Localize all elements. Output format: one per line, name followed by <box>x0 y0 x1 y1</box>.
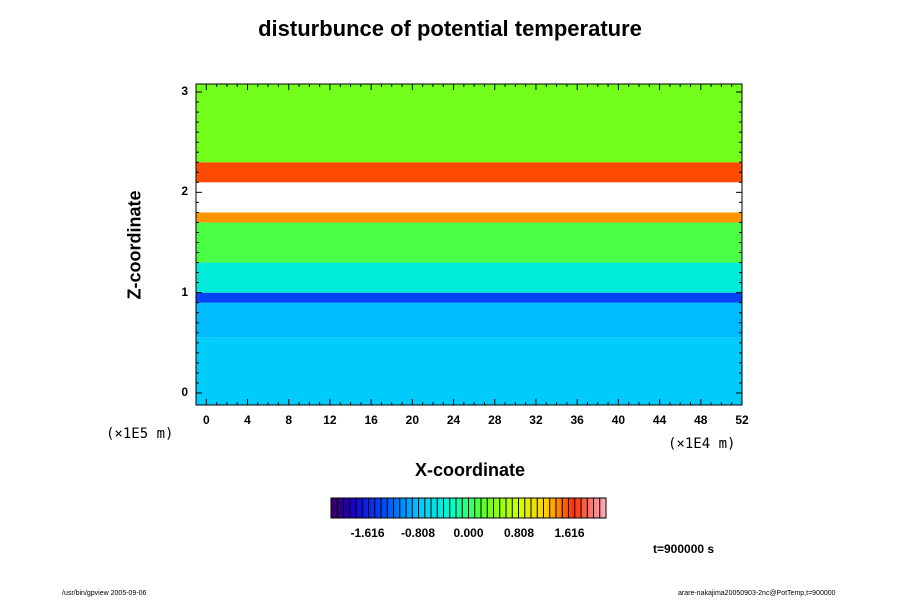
plot-frame <box>195 83 743 406</box>
y-tick-label: 1 <box>181 284 188 299</box>
x-tick-label: 24 <box>446 413 461 427</box>
x-axis-label: X-coordinate <box>414 460 525 480</box>
colorbar-tick-label: 0.000 <box>453 526 484 540</box>
y-axis-label: Z-coordinate <box>124 190 145 300</box>
x-tick-label: 8 <box>285 413 293 427</box>
colorbar-tick-label: 1.616 <box>554 526 585 540</box>
field-band <box>196 182 742 213</box>
x-tick-label: 52 <box>735 413 749 427</box>
colorbar-tick-label: -1.616 <box>350 526 385 540</box>
x-unit-label: (×1E4 m) <box>668 436 736 452</box>
x-tick-label: 48 <box>694 413 708 427</box>
x-tick-label: 4 <box>244 413 251 427</box>
x-tick-label: 28 <box>488 413 502 427</box>
y-tick-label: 0 <box>181 384 188 399</box>
chart-title: disturbunce of potential temperature <box>258 16 642 41</box>
footer-left: /usr/bin/gpview 2005-09-06 <box>62 590 147 597</box>
field-band <box>196 84 742 163</box>
x-tick-label: 20 <box>405 413 420 427</box>
field-band <box>196 337 742 405</box>
time-label: t=900000 s <box>653 542 715 556</box>
x-tick-label: 0 <box>202 413 210 427</box>
footer-right: arare-nakajima20050903-2nc@PotTemp,t=900… <box>678 590 836 597</box>
x-tick-label: 40 <box>611 413 626 427</box>
x-tick-label: 44 <box>652 413 667 427</box>
y-tick-label: 2 <box>181 184 188 199</box>
x-tick-label: 36 <box>570 413 584 427</box>
x-tick-label: 32 <box>529 413 543 427</box>
colorbar-tick-label: 0.808 <box>503 526 535 540</box>
x-tick-label: 12 <box>323 413 337 427</box>
field-band <box>196 262 742 293</box>
field-band <box>196 222 742 263</box>
field-band <box>196 162 742 183</box>
y-tick-label: 3 <box>181 84 188 99</box>
field-band <box>196 302 742 338</box>
colorbar-tick-label: -0.808 <box>400 526 436 540</box>
field-band <box>196 212 742 223</box>
x-tick-label: 16 <box>364 413 378 427</box>
y-unit-label: (×1E5 m) <box>106 426 174 442</box>
field-band <box>196 292 742 303</box>
